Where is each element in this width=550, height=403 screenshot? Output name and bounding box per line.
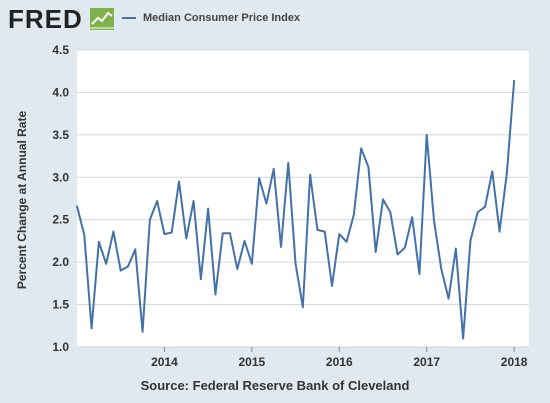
fred-chart-logo-icon [90, 8, 114, 30]
y-tick-label: 2.0 [52, 255, 69, 269]
data-point [360, 147, 362, 150]
source-note: Source: Federal Reserve Bank of Clevelan… [140, 378, 410, 393]
data-point [425, 134, 428, 136]
data-point [302, 306, 304, 308]
fred-logo[interactable]: FRED [8, 4, 83, 34]
y-tick-label: 4.0 [52, 85, 69, 99]
data-point [484, 206, 486, 208]
data-point [127, 265, 129, 268]
data-point [76, 205, 78, 207]
data-point [98, 240, 100, 243]
data-point [178, 180, 180, 183]
data-point [345, 240, 348, 243]
x-tick-label: 2016 [326, 355, 353, 369]
data-point [462, 337, 464, 340]
data-point [236, 268, 239, 270]
data-point [265, 202, 268, 205]
data-point [433, 219, 435, 222]
data-point [258, 177, 260, 179]
y-axis-ticks: 1.0 1.5 2.0 2.5 3.0 3.5 4.0 4.5 [52, 43, 69, 354]
y-tick-label: 1.5 [52, 298, 69, 312]
legend: Median Consumer Price Index [122, 10, 300, 26]
data-point [272, 168, 275, 170]
data-point [251, 263, 253, 265]
data-point [309, 173, 311, 176]
data-point [447, 297, 450, 300]
data-point [374, 251, 377, 253]
data-point [367, 166, 370, 168]
x-tick-label: 2017 [413, 355, 440, 369]
y-tick-label: 3.0 [52, 170, 69, 184]
data-point [112, 230, 115, 233]
data-point [294, 263, 297, 265]
data-point [389, 211, 392, 213]
data-point [185, 237, 188, 240]
data-point [229, 232, 231, 235]
y-tick-label: 3.5 [52, 128, 69, 142]
y-tick-label: 4.5 [52, 43, 69, 57]
data-point [200, 278, 202, 280]
x-axis-ticks: 2014 2015 2016 2017 2018 [151, 347, 528, 369]
data-point [221, 232, 224, 235]
data-point [404, 246, 406, 249]
data-point [280, 246, 282, 248]
data-point [141, 330, 144, 333]
data-point [440, 268, 443, 270]
data-point [105, 263, 107, 265]
header: FRED Median Consumer Price Index [0, 0, 550, 40]
data-point [323, 230, 326, 233]
data-point [338, 233, 341, 235]
series-group [76, 79, 516, 340]
data-point [243, 240, 246, 242]
legend-swatch [122, 17, 136, 19]
y-tick-label: 2.5 [52, 213, 69, 227]
data-point [498, 230, 501, 233]
data-point [207, 207, 209, 210]
data-point [513, 79, 515, 82]
data-point [396, 253, 399, 256]
data-point [214, 293, 217, 296]
data-point [418, 273, 421, 275]
data-point [382, 198, 384, 201]
data-point [491, 170, 494, 173]
data-point [316, 229, 319, 231]
x-tick-label: 2014 [151, 355, 178, 369]
data-point [455, 247, 457, 250]
data-point [331, 285, 333, 287]
data-point [149, 218, 151, 221]
data-point [506, 172, 508, 174]
data-point [476, 211, 479, 213]
data-point [90, 327, 93, 330]
data-point [119, 269, 122, 272]
data-point [287, 162, 290, 164]
x-tick-label: 2018 [501, 355, 528, 369]
data-point [353, 213, 355, 216]
data-point [163, 233, 166, 235]
data-point [469, 240, 472, 242]
data-point [134, 248, 137, 251]
data-point [192, 200, 195, 202]
y-tick-label: 1.0 [52, 340, 69, 354]
data-point [83, 234, 86, 236]
data-point [411, 216, 413, 218]
x-tick-label: 2015 [239, 355, 266, 369]
data-point [170, 231, 173, 234]
data-point [156, 200, 158, 202]
legend-label: Median Consumer Price Index [143, 12, 301, 24]
